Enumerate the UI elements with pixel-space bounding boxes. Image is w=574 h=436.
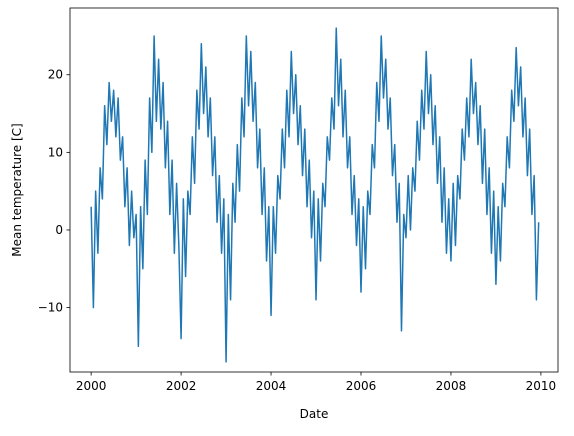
y-axis-label: Mean temperature [C] xyxy=(10,123,24,257)
x-tick-label: 2002 xyxy=(166,379,197,393)
x-tick-label: 2006 xyxy=(346,379,377,393)
y-tick-label: 20 xyxy=(48,68,63,82)
series-line xyxy=(90,27,540,363)
y-tick-label: −10 xyxy=(38,301,63,315)
x-tick-label: 2000 xyxy=(76,379,107,393)
x-tick-label: 2010 xyxy=(526,379,557,393)
axes-frame xyxy=(69,7,559,373)
x-tick-label: 2004 xyxy=(256,379,287,393)
y-tick-label: 10 xyxy=(48,145,63,159)
x-axis-label: Date xyxy=(300,407,329,421)
x-tick-label: 2008 xyxy=(436,379,467,393)
y-tick-label: 0 xyxy=(55,223,63,237)
